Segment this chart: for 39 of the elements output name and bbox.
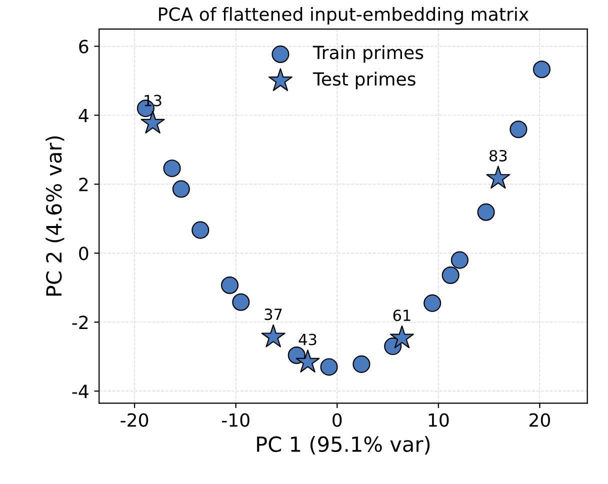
x-tick-label: -20 — [120, 413, 148, 427]
point — [140, 110, 165, 134]
point — [424, 294, 442, 312]
point — [510, 120, 528, 138]
point — [390, 325, 414, 348]
legend-label: Train primes — [312, 45, 424, 63]
point — [221, 276, 239, 294]
point — [296, 350, 320, 372]
annotation: 83 — [490, 150, 507, 162]
legend-label: Test primes — [312, 72, 416, 90]
chart-title: PCA of flattened input-embedding matrix — [159, 6, 529, 24]
annotation: 13 — [144, 94, 162, 106]
point — [172, 180, 190, 198]
x-tick-label: -10 — [222, 413, 250, 427]
y-tick-label: 6 — [79, 40, 88, 54]
y-tick-label: 0 — [79, 246, 88, 260]
y-tick-label: -2 — [72, 316, 88, 329]
y-tick-label: 2 — [79, 178, 88, 192]
x-tick-label: 20 — [530, 413, 550, 427]
x-axis-title: PC 1 (95.1% var) — [257, 436, 430, 454]
y-axis-title: PC 2 (4.6% var) — [46, 136, 64, 296]
annotation: 37 — [264, 308, 282, 320]
annotation: 43 — [298, 334, 316, 346]
point — [163, 160, 181, 178]
point — [192, 221, 210, 239]
point — [477, 203, 495, 221]
y-tick-label: -4 — [72, 384, 88, 398]
point — [320, 358, 338, 376]
point — [486, 166, 510, 189]
point — [442, 266, 460, 284]
x-tick-label: 10 — [428, 413, 449, 427]
x-tick-label: 0 — [332, 413, 342, 427]
point — [232, 293, 250, 311]
annotation: 61 — [393, 310, 410, 322]
point — [532, 60, 551, 78]
y-tick-label: 4 — [78, 108, 88, 122]
point — [450, 251, 468, 269]
point — [352, 355, 370, 373]
point — [261, 324, 286, 348]
